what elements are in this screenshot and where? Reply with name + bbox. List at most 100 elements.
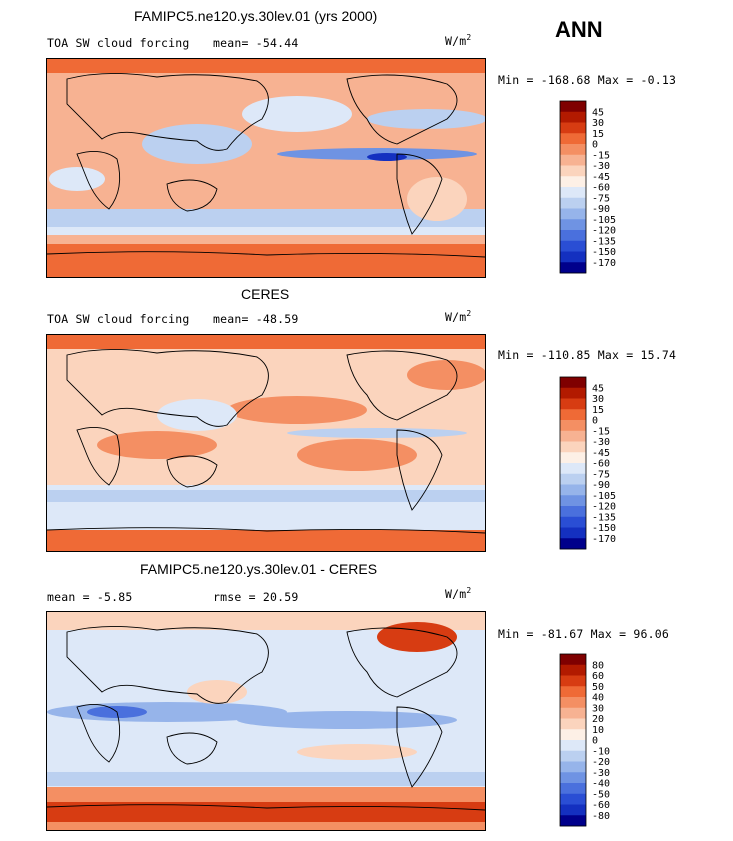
colorbar-tick-label: -170 [592,534,616,545]
panel3-rmse: rmse = 20.59 [213,590,299,604]
colorbar-swatch [560,219,586,231]
colorbar-swatch [560,664,586,676]
colorbar-tick-label: 45 [592,107,604,118]
colorbar-tick-label: -120 [592,226,616,237]
colorbar-tick-label: -60 [592,183,610,194]
colorbar-tick-label: -40 [592,779,610,790]
colorbar-swatch [560,473,586,485]
colorbar-tick-label: -75 [592,469,610,480]
colorbar-swatch [560,815,586,827]
colorbar-tick-label: 30 [592,118,604,129]
colorbar-tick-label: -30 [592,161,610,172]
colorbar-tick-label: 50 [592,682,604,693]
colorbar-tick-label: 30 [592,703,604,714]
colorbar-swatch [560,686,586,698]
colorbar-tick-label: -105 [592,491,616,502]
panel3-field [47,612,485,830]
panel1-mean: mean= -54.44 [213,36,299,50]
colorbar-tick-label: 40 [592,693,604,704]
colorbar-border [559,653,587,827]
panel3-colorbar: 80 60 50 40 30 20 10 0 -10 -20 -30 -40 -50 -60 -80 [559,653,620,827]
colorbar-swatch [560,484,586,496]
colorbar-swatch [560,495,586,507]
colorbar-tick-label: -135 [592,236,616,247]
colorbar-tick-label: -105 [592,215,616,226]
panel2-units-text: W/m [445,309,467,324]
colorbar-swatch [560,122,586,134]
panel3-rmse-label: rmse = [213,590,256,604]
colorbar-tick-label: -90 [592,480,610,491]
panel1-mean-label: mean= [213,36,249,50]
panel2-coastlines [47,349,485,534]
panel2-mean-label: mean= [213,312,249,326]
panel1-colorbar: 45 30 15 0 -15 -30 -45 -60 -75 -90 -105 -120 -135 -15… [559,100,620,274]
colorbar-swatch [560,538,586,550]
colorbar-tick-label: -135 [592,512,616,523]
panel3-coastlines [47,626,485,811]
colorbar-swatch [560,377,586,389]
colorbar-tick-label: -150 [592,247,616,258]
colorbar-tick-label: -150 [592,523,616,534]
colorbar-tick-label: -30 [592,768,610,779]
colorbar-tick-label: -75 [592,193,610,204]
colorbar-swatch [560,804,586,816]
panel3-mean: mean = -5.85 [47,590,133,604]
panel1-units-text: W/m [445,33,467,48]
colorbar-tick-label: 20 [592,714,604,725]
colorbar-swatch [560,208,586,220]
colorbar-swatch [560,527,586,539]
colorbar-swatch [560,409,586,421]
panel3-units-sup: 2 [466,586,472,595]
panel3-mean-value: -5.85 [96,590,133,604]
panel1-subtitle: TOA SW cloud forcing [47,36,190,50]
colorbar-swatch [560,697,586,709]
colorbar-swatch [560,111,586,123]
panel1-mean-value: -54.44 [255,36,299,50]
colorbar-swatch [560,750,586,762]
colorbar-swatch [560,430,586,442]
panel2-mean: mean= -48.59 [213,312,299,326]
colorbar-swatch [560,718,586,730]
colorbar-swatch [560,240,586,252]
panel2-units-sup: 2 [466,309,472,318]
colorbar-tick-label: 60 [592,671,604,682]
panel1-map [46,58,486,278]
panel2-title: CERES [241,286,290,302]
colorbar-tick-label: 0 [592,416,598,427]
panel2-minmax: Min = -110.85 Max = 15.74 [498,348,677,362]
colorbar-tick-label: -30 [592,437,610,448]
colorbar-tick-label: -50 [592,789,610,800]
colorbar-tick-label: -15 [592,150,610,161]
colorbar-swatch [560,793,586,805]
panel3-mean-label: mean = [47,590,90,604]
colorbar-swatch [560,740,586,752]
panel3-units-text: W/m [445,586,467,601]
colorbar-swatch [560,516,586,528]
colorbar-swatch [560,101,586,113]
panel3-map [46,611,486,831]
colorbar-swatch [560,675,586,687]
colorbar-tick-label: 10 [592,725,604,736]
colorbar-swatch [560,506,586,518]
panel2-colorbar: 45 30 15 0 -15 -30 -45 -60 -75 -90 -105 -120 -135 -15… [559,376,620,550]
panel2-field [47,335,485,551]
season-label: ANN [555,17,603,42]
colorbar-tick-label: 15 [592,405,604,416]
panel2-subtitle: TOA SW cloud forcing [47,312,190,326]
colorbar-tick-label: 30 [592,394,604,405]
colorbar-swatch [560,262,586,274]
panel2-map [46,334,486,552]
colorbar-swatch [560,707,586,719]
colorbar-tick-label: -120 [592,502,616,513]
colorbar-swatch [560,729,586,741]
colorbar-swatch [560,441,586,453]
colorbar-swatch [560,783,586,795]
colorbar-swatch [560,133,586,145]
colorbar-tick-label: 45 [592,383,604,394]
colorbar-swatch [560,452,586,464]
colorbar-tick-label: 80 [592,660,604,671]
colorbar-tick-label: -80 [592,811,610,822]
panel1-field [47,59,485,277]
colorbar-swatch [560,772,586,784]
colorbar-swatch [560,154,586,166]
